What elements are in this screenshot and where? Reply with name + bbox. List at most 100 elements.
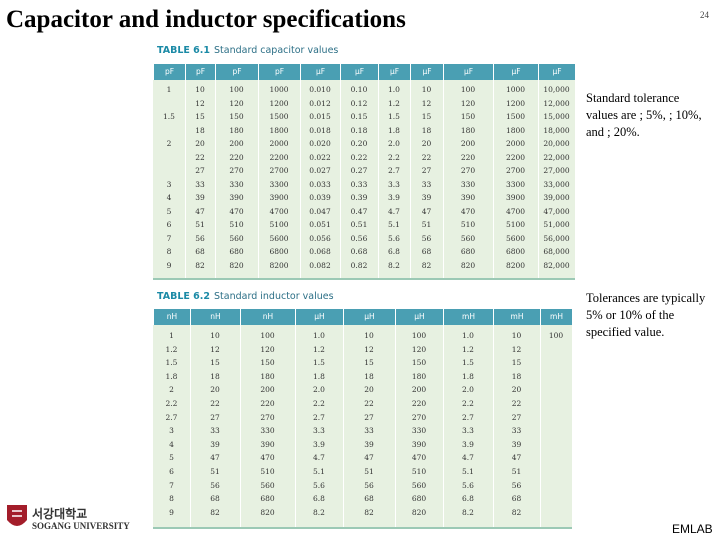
table-cell: 47 [195,206,205,216]
column-divider [443,325,444,527]
table-cell: 2.2 [313,399,325,408]
table-cell: 1800 [269,125,289,135]
column-divider [378,80,379,278]
column-header: mH [443,309,493,325]
table-cell: 4.7 [462,453,474,463]
table-cell: 51 [364,467,374,476]
table-cell: 27 [195,166,205,175]
table-cell: 150 [260,358,275,368]
table-cell: 5.6 [313,480,325,490]
table-cell: 680 [260,494,275,504]
table-cell: 33 [511,426,522,436]
table-cell: 0.68 [350,247,368,256]
table-cell: 12 [364,344,374,354]
table-cell: 6.8 [462,494,474,504]
table-cell: 4.7 [313,453,325,463]
table-cell: 470 [460,206,476,216]
table-cell: 8 [166,247,172,256]
table-cell: 0.022 [309,152,331,162]
column-divider [240,325,241,527]
table-cell: 3.9 [388,193,400,202]
column-header: pF [215,64,258,80]
column-divider [190,325,191,527]
table-cell: 47 [210,453,220,463]
table-cell: 47 [421,206,432,216]
inductor-table: nH nH nH µH µH µH mH mH mH 1 10 100 1.0 10 100 1.0 10 100… [153,309,572,529]
table-cell: 22,000 [543,152,570,162]
table-cell: 0.012 [309,98,331,108]
table-cell: 0.27 [350,166,368,175]
table-cell: 0.051 [309,220,331,229]
table-cell: 8.2 [313,507,325,517]
table-cell: 680 [229,247,244,256]
column-header: mH [540,309,572,325]
table-cell: 15 [210,358,220,368]
table-cell: 1.2 [388,98,400,108]
table-cell: 6 [169,467,174,476]
table-cell: 5100 [269,220,289,229]
table-cell: 18 [364,371,374,381]
table-cell: 0.068 [309,247,331,256]
table-cell: 15 [421,112,432,121]
table-cell: 1.5 [388,112,400,121]
table-cell: 2.2 [462,399,474,408]
table-cell: 15 [364,358,374,368]
table-cell: 1.0 [462,331,474,340]
table-cell: 33 [210,426,220,436]
column-divider [540,325,541,527]
table-cell: 1.5 [163,112,175,121]
table-cell: 3.3 [388,179,400,189]
table-cell: 4700 [269,206,289,216]
table-cell: 27 [421,166,432,175]
table-cell: 33 [421,179,432,189]
table-cell: 20 [195,139,205,148]
table-cell: 10 [511,331,522,340]
table-cell: 680 [411,494,427,504]
table-cell: 3.9 [313,439,325,449]
table-cell: 12 [421,98,432,108]
lab-name: EMLAB [672,522,713,536]
table-cell: 0.15 [350,112,368,121]
table-cell: 1500 [505,112,526,121]
table-cell: 220 [460,152,476,162]
table-cell: 6.8 [313,494,325,504]
column-header: µH [295,309,343,325]
table-cell: 2200 [269,152,289,162]
table-cell: 18 [195,125,205,135]
table-cell: 0.082 [309,260,331,270]
capacitor-table: pF pF pF pF µF µF µF µF µF µF µF 1 10 100 1000 0.010 0.1… [153,64,575,280]
table-cell: 12 [511,344,522,354]
table-cell: 68 [195,247,205,256]
table-cell: 68,000 [543,247,570,256]
column-divider [258,80,259,278]
table-cell: 120 [260,344,275,354]
column-header: µF [378,64,410,80]
note: Standard tolerance values are ; 5%, ; 10… [586,91,702,139]
table-cell: 820 [229,260,244,270]
table-cell: 510 [411,467,427,476]
table-cell: 22 [195,152,205,162]
table-cell: 1.2 [313,344,325,354]
table-cell: 200 [460,139,476,148]
logo-english: SOGANG UNIVERSITY [32,521,130,531]
table-cell: 0.12 [350,98,368,108]
table-cell: 270 [411,412,427,422]
note: Tolerances are typically 5% or 10% of th… [586,291,706,339]
table-cell: 3300 [269,179,289,189]
column-divider [343,325,344,527]
column-divider [215,80,216,278]
table-cell: 1 [169,331,174,340]
logo-emblem [7,505,27,526]
column-header: pF [153,64,185,80]
table-cell: 33 [195,179,205,189]
table-cell: 220 [229,152,244,162]
table-cell: 0.015 [309,112,331,121]
table-cell: 56 [511,480,522,490]
table-cell: 0.82 [350,260,368,270]
table-cell: 5 [169,453,174,463]
table-cell: 18 [511,371,522,381]
table-cell: 1000 [505,85,526,94]
table-cell: 15 [195,112,205,121]
column-divider [493,80,494,278]
table-cell: 2 [166,139,172,148]
